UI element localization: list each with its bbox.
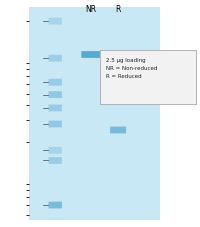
Text: NR: NR [85, 5, 96, 14]
FancyBboxPatch shape [110, 127, 126, 133]
FancyBboxPatch shape [49, 79, 62, 86]
FancyBboxPatch shape [49, 55, 62, 62]
Text: R: R [115, 5, 121, 14]
Text: 2.5 μg loading
NR = Non-reduced
R = Reduced: 2.5 μg loading NR = Non-reduced R = Redu… [106, 58, 157, 79]
FancyBboxPatch shape [49, 91, 62, 98]
FancyBboxPatch shape [49, 157, 62, 164]
FancyBboxPatch shape [49, 18, 62, 25]
FancyBboxPatch shape [49, 105, 62, 111]
FancyBboxPatch shape [49, 202, 62, 208]
FancyBboxPatch shape [109, 90, 127, 97]
FancyBboxPatch shape [49, 147, 62, 154]
FancyBboxPatch shape [81, 51, 100, 58]
FancyBboxPatch shape [49, 121, 62, 127]
